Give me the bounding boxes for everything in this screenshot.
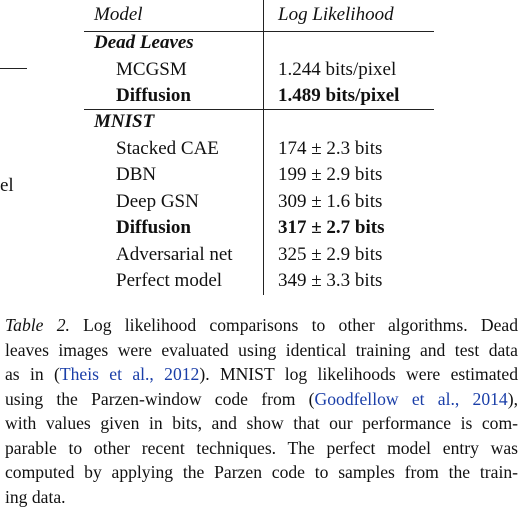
model-name: DBN — [116, 164, 157, 185]
model-name: Diffusion — [116, 217, 191, 238]
caption-text: parable to other recent techniques. The … — [5, 437, 518, 458]
fragment-rule — [0, 68, 27, 69]
caption-text: Log likelihood comparisons to other algo… — [69, 315, 518, 335]
section-title: MNIST — [94, 111, 155, 132]
caption-line: with values given in bits, and show that… — [5, 412, 518, 434]
caption-line: computed by applying the Parzen code to … — [5, 461, 518, 483]
column-divider — [263, 0, 264, 295]
table-rule — [84, 109, 434, 110]
citation-link[interactable]: Theis et al., 2012 — [59, 364, 200, 384]
log-likelihood: 349 ± 3.3 bits — [278, 270, 383, 291]
caption-line: leaves images were evaluated using ident… — [5, 339, 518, 361]
caption-line: Table 2. Log likelihood comparisons to o… — [5, 314, 518, 336]
caption-line: parable to other recent techniques. The … — [5, 437, 518, 459]
model-name: Stacked CAE — [116, 137, 219, 159]
model-name: MCGSM — [116, 58, 187, 80]
caption-text: computed by applying the Parzen code to … — [5, 462, 518, 482]
caption-text: with values given in bits, and show that… — [5, 413, 518, 433]
model-name: Deep GSN — [116, 190, 199, 212]
log-likelihood: 199 ± 2.9 bits — [278, 164, 383, 185]
caption-text: ), — [507, 388, 518, 409]
log-likelihood: 325 ± 2.9 bits — [278, 243, 383, 265]
section-title: Dead Leaves — [94, 32, 194, 53]
caption-line: as in (Theis et al., 2012). MNIST log li… — [5, 363, 518, 385]
column-header: Log Likelihood — [278, 4, 394, 25]
log-likelihood: 1.244 bits/pixel — [278, 58, 397, 80]
citation-link[interactable]: Goodfellow et al., 2014 — [314, 388, 508, 409]
caption-line: ing data. — [5, 486, 518, 508]
table-rule — [84, 31, 434, 32]
caption-text: leaves images were evaluated using ident… — [5, 339, 518, 360]
log-likelihood: 309 ± 1.6 bits — [278, 190, 383, 212]
log-likelihood: 1.489 bits/pixel — [278, 85, 400, 106]
caption-text: ). MNIST log likelihoods were estimated — [199, 364, 518, 384]
caption-text: ing data. — [5, 486, 66, 507]
caption-text: as in ( — [5, 364, 60, 384]
log-likelihood: 174 ± 2.3 bits — [278, 137, 383, 159]
caption-text: Table 2. — [5, 315, 70, 335]
fragment-text: el — [0, 175, 14, 196]
model-name: Perfect model — [116, 270, 223, 291]
model-name: Adversarial net — [116, 243, 233, 265]
model-name: Diffusion — [116, 85, 191, 106]
column-header: Model — [94, 4, 143, 25]
log-likelihood: 317 ± 2.7 bits — [278, 217, 385, 238]
caption-text: using the Parzen-window code from ( — [5, 388, 315, 409]
caption-line: using the Parzen-window code from (Goodf… — [5, 388, 518, 410]
